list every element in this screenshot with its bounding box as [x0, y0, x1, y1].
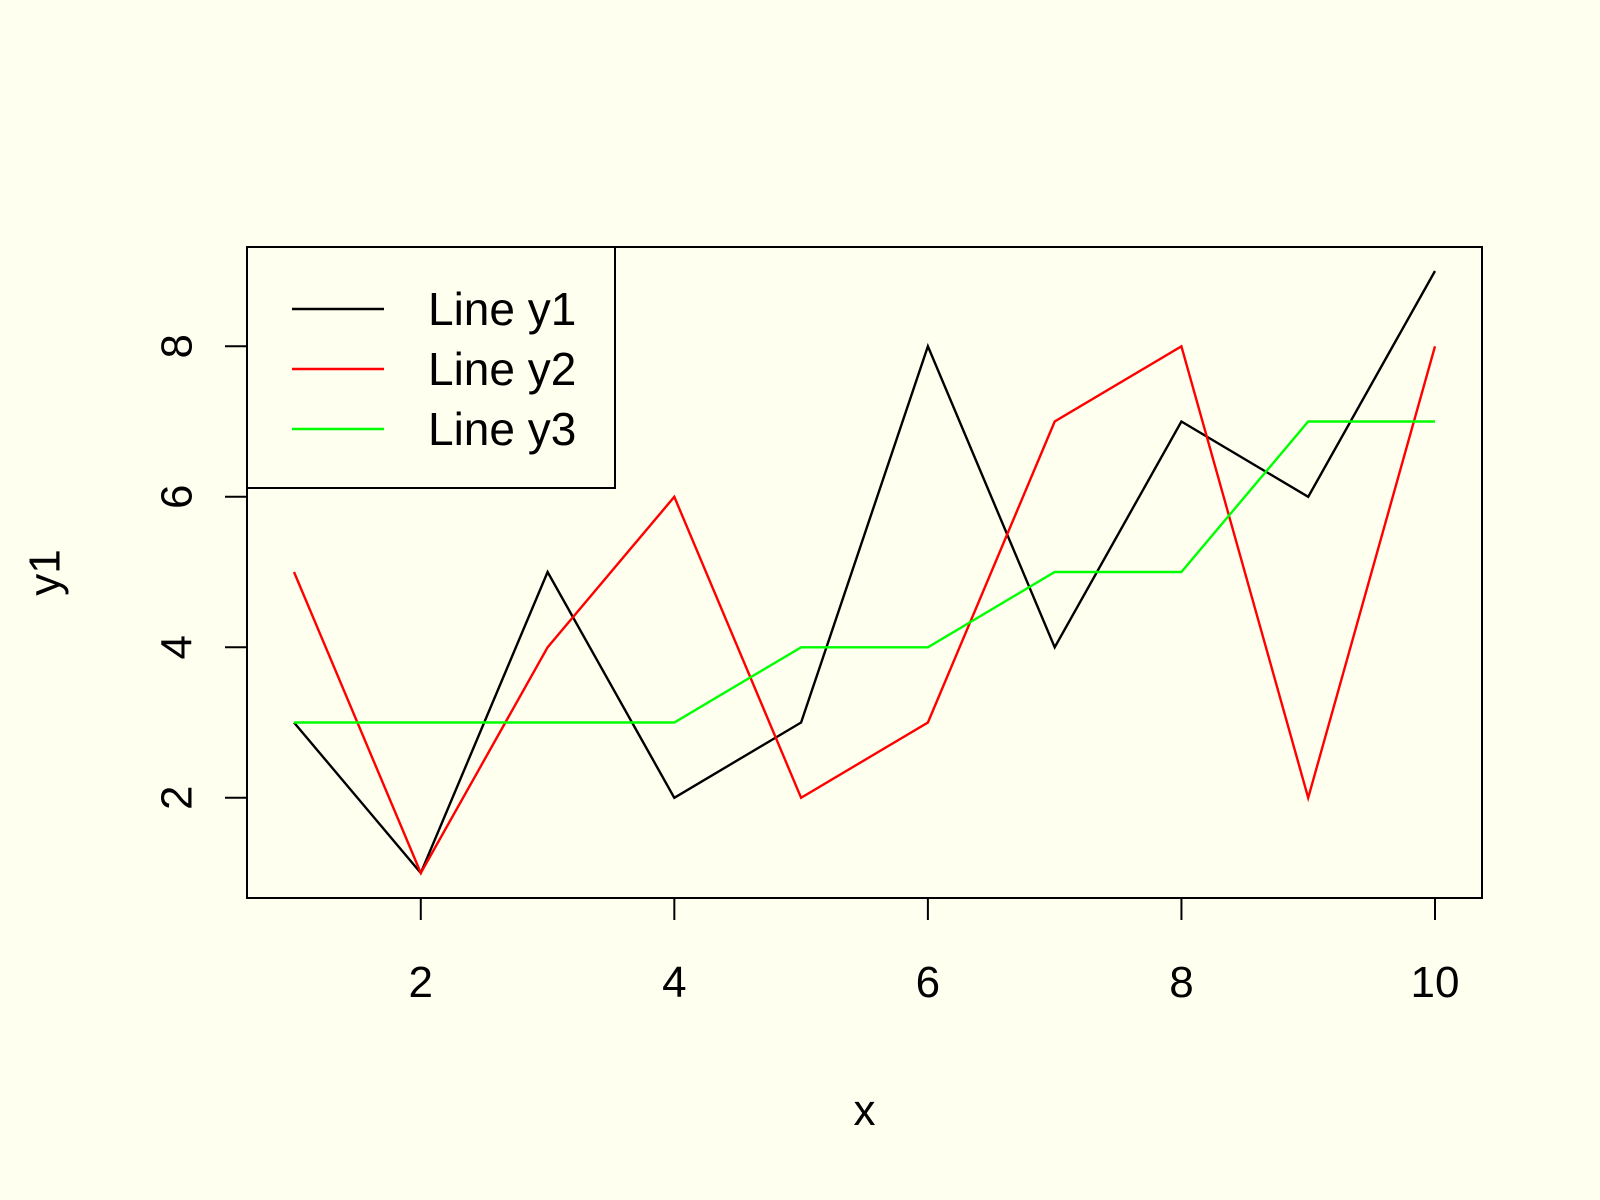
y-tick-label: 8: [153, 334, 202, 358]
y-tick-label: 2: [153, 786, 202, 810]
x-tick-label: 4: [662, 958, 686, 1007]
x-tick-label: 6: [916, 958, 940, 1007]
x-tick-label: 10: [1411, 958, 1460, 1007]
series-layer: [292, 270, 1437, 876]
x-axis: 2 4 6 8 10: [409, 898, 1460, 1007]
y-tick-label: 4: [153, 635, 202, 659]
series-line-2: [292, 344, 1437, 876]
x-tick-label: 8: [1169, 958, 1193, 1007]
series-line-3: [294, 420, 1435, 724]
legend: Line y1 Line y2 Line y3: [246, 246, 616, 489]
plot-border: [246, 246, 1483, 899]
y-axis: 2 4 6 8: [153, 334, 247, 810]
x-tick-label: 2: [409, 958, 433, 1007]
legend-label: Line y1: [428, 283, 576, 335]
legend-box: [246, 246, 616, 489]
y-tick-label: 6: [153, 485, 202, 509]
x-axis-title: x: [854, 1086, 876, 1135]
y-axis-title: y1: [21, 549, 70, 595]
legend-label: Line y2: [428, 343, 576, 395]
legend-label: Line y3: [428, 403, 576, 455]
